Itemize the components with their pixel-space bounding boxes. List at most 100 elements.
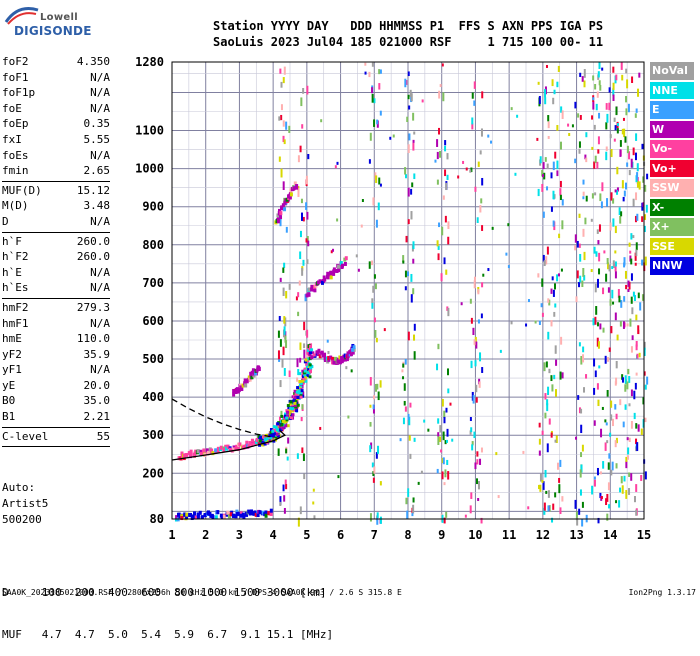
trace-point <box>279 424 283 428</box>
noise-echo <box>634 215 637 223</box>
noise-echo <box>636 353 639 359</box>
noise-echo <box>441 63 444 67</box>
noise-echo <box>610 148 613 158</box>
trace-point <box>235 387 239 392</box>
trace-point <box>242 514 246 519</box>
noise-echo <box>539 473 542 482</box>
noise-echo <box>578 148 581 154</box>
noise-echo <box>624 384 627 392</box>
param-separator <box>2 426 110 428</box>
noise-echo <box>622 117 625 121</box>
noise-echo <box>636 177 639 185</box>
noise-echo <box>612 198 615 204</box>
noise-echo <box>635 509 638 516</box>
noise-echo <box>279 501 282 507</box>
noise-echo <box>377 391 380 401</box>
noise-echo <box>644 471 647 480</box>
trace-point <box>320 280 324 285</box>
noise-echo <box>559 141 562 150</box>
noise-echo <box>525 323 528 327</box>
noise-echo <box>446 459 449 465</box>
noise-echo <box>376 517 379 525</box>
noise-echo <box>610 414 613 421</box>
noise-echo <box>544 469 547 478</box>
noise-echo <box>465 167 468 171</box>
noise-echo <box>619 140 622 147</box>
trace-point <box>235 444 239 449</box>
trace-point <box>198 510 202 515</box>
trace-point <box>326 271 330 276</box>
trace-point <box>260 443 264 447</box>
noise-echo <box>473 280 476 289</box>
noise-echo <box>307 240 310 247</box>
noise-echo <box>626 145 629 154</box>
trace-point <box>293 181 297 186</box>
noise-echo <box>594 283 597 293</box>
trace-point <box>306 354 310 359</box>
noise-echo <box>610 326 613 334</box>
noise-echo <box>372 404 375 410</box>
noise-echo <box>497 495 500 499</box>
param-name: h`F2 <box>2 250 29 264</box>
noise-echo <box>559 180 562 188</box>
noise-echo <box>402 363 405 368</box>
noise-echo <box>626 79 629 89</box>
noise-echo <box>436 363 439 371</box>
noise-echo <box>283 66 286 75</box>
noise-echo <box>279 68 282 74</box>
noise-echo <box>585 374 588 379</box>
trace-point <box>307 368 311 372</box>
noise-echo <box>413 334 416 341</box>
x-tick-label: 4 <box>270 528 277 542</box>
noise-echo <box>557 273 560 277</box>
noise-echo <box>633 295 636 302</box>
y-tick-label: 1000 <box>135 162 164 176</box>
trace-point <box>175 515 179 520</box>
noise-echo <box>578 342 581 347</box>
param-name: D <box>2 214 9 228</box>
trace-point <box>194 515 198 520</box>
y-tick-label: 300 <box>142 428 164 442</box>
noise-echo <box>615 413 618 420</box>
noise-echo <box>576 517 579 526</box>
noise-echo <box>406 116 409 123</box>
noise-echo <box>412 142 415 151</box>
noise-echo <box>301 212 304 221</box>
noise-echo <box>538 422 541 428</box>
noise-echo <box>375 383 378 392</box>
trace-point <box>226 510 230 515</box>
trace-point <box>283 414 287 418</box>
trace-point <box>276 213 280 218</box>
trace-point <box>232 447 236 452</box>
param-row-yf2: yF2 35.9 <box>2 348 110 364</box>
noise-echo <box>285 484 288 490</box>
noise-echo <box>304 294 307 302</box>
noise-echo <box>376 383 379 390</box>
noise-echo <box>302 87 305 94</box>
noise-echo <box>581 444 584 452</box>
profile-curves <box>171 398 287 461</box>
noise-echo <box>407 187 410 197</box>
noise-echo <box>285 448 288 454</box>
noise-echo <box>580 355 583 365</box>
noise-echo <box>471 123 474 130</box>
noise-echo <box>282 135 285 143</box>
trace-point <box>237 388 241 393</box>
trace-point <box>349 352 353 357</box>
noise-echo <box>618 207 621 216</box>
noise-echo <box>556 274 559 282</box>
trace-point <box>339 261 343 266</box>
trace-point <box>257 434 261 438</box>
noise-echo <box>641 259 644 266</box>
noise-echo <box>591 485 594 495</box>
trace-point <box>275 432 279 436</box>
noise-echo <box>410 273 413 282</box>
noise-echo <box>547 115 550 122</box>
noise-echo <box>469 298 472 304</box>
noise-echo <box>327 351 330 355</box>
param-row-hmf1: hmF1 N/A <box>2 317 110 333</box>
noise-echo <box>625 68 628 74</box>
noise-echo <box>625 456 628 462</box>
noise-echo <box>623 257 626 266</box>
trace-point <box>323 352 327 357</box>
